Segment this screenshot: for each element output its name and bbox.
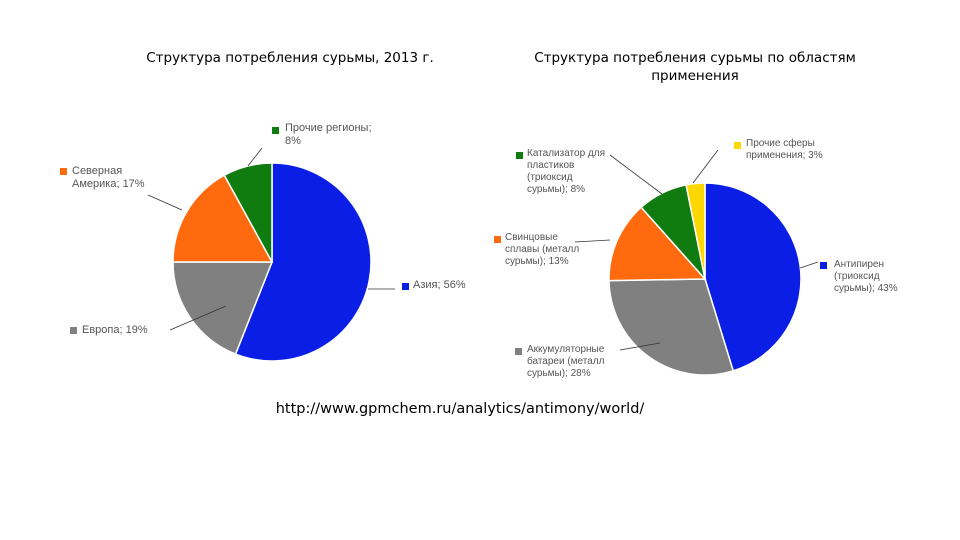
pie-slice: [685, 182, 706, 280]
data-label: Катализатор для пластиков (триоксид сурьмы)…: [527, 148, 605, 195]
pie-slice: [234, 162, 372, 362]
data-label-line: Прочие сферы: [746, 137, 815, 149]
data-label-line: Европа; 19%: [82, 324, 148, 336]
data-label: Свинцовые сплавы (металл сурьмы); 13%: [505, 232, 579, 267]
data-label: Прочие сферы применения; 3%: [746, 137, 823, 161]
chart-title-regions: Структура потребления сурьмы, 2013 г.: [146, 50, 434, 66]
data-label: Европа; 19%: [82, 324, 148, 336]
legend-marker: [272, 127, 279, 134]
legend-marker: [515, 348, 522, 355]
pie-chart-applications: Антипирен (триоксид сурьмы); 43%Аккумулято…: [494, 137, 898, 379]
data-label-line: Азия; 56%: [413, 279, 466, 291]
data-label-line: сурьмы); 8%: [527, 184, 585, 195]
legend-marker: [820, 262, 827, 269]
data-label-line: Северная: [72, 165, 122, 177]
source-url[interactable]: http://www.gpmchem.ru/analytics/antimony…: [275, 401, 645, 417]
legend-marker: [70, 327, 77, 334]
leader-line: [147, 194, 183, 211]
data-label-line: Прочие регионы;: [285, 122, 372, 134]
data-label-line: Америка; 17%: [72, 178, 145, 190]
data-label-line: Аккумуляторные: [527, 344, 605, 355]
pie-slice: [172, 261, 274, 356]
legend-marker: [402, 283, 409, 290]
chart-title-applications: Структура потребления сурьмы по областям…: [534, 50, 856, 84]
pie-slice: [608, 206, 707, 282]
data-label-line: пластиков: [527, 160, 574, 171]
pie-chart-regions: Азия; 56% Европа; 19% Северная Америка; 17%…: [60, 122, 466, 362]
data-label-line: 8%: [285, 135, 301, 147]
data-label-line: Катализатор для: [527, 148, 605, 159]
legend-marker: [494, 236, 501, 243]
legend-marker: [734, 142, 741, 149]
leader-line: [619, 342, 661, 351]
leader-line: [799, 261, 819, 269]
data-label-line: применения; 3%: [746, 150, 823, 161]
legend-marker: [60, 168, 67, 175]
data-label-line: батареи (металл: [527, 355, 605, 367]
pie-slice: [608, 278, 735, 376]
data-label: Азия; 56%: [413, 279, 466, 291]
data-label-line: сплавы (металл: [505, 244, 579, 255]
data-label: Аккумуляторные батареи (металл сурьмы); 28…: [527, 344, 605, 379]
data-label: Северная Америка; 17%: [72, 165, 145, 190]
data-label-line: Антипирен: [834, 259, 884, 270]
leader-line: [169, 305, 227, 331]
leader-line: [609, 154, 663, 195]
data-label: Прочие регионы; 8%: [285, 122, 372, 147]
pie-slice: [172, 174, 274, 263]
pie-slice: [704, 182, 802, 372]
data-label: Антипирен (триоксид сурьмы); 43%: [834, 259, 898, 294]
data-label-line: (триоксид: [834, 271, 880, 282]
pie-slice: [223, 162, 273, 263]
leader-line: [692, 149, 719, 184]
leader-line: [574, 239, 611, 243]
data-label-line: сурьмы); 13%: [505, 256, 569, 267]
data-label-line: сурьмы); 43%: [834, 283, 898, 294]
legend-marker: [516, 152, 523, 159]
data-label-line: (триоксид: [527, 172, 573, 183]
leader-line: [247, 147, 263, 167]
data-label-line: Свинцовые: [505, 232, 558, 243]
data-label-line: сурьмы); 28%: [527, 368, 591, 379]
